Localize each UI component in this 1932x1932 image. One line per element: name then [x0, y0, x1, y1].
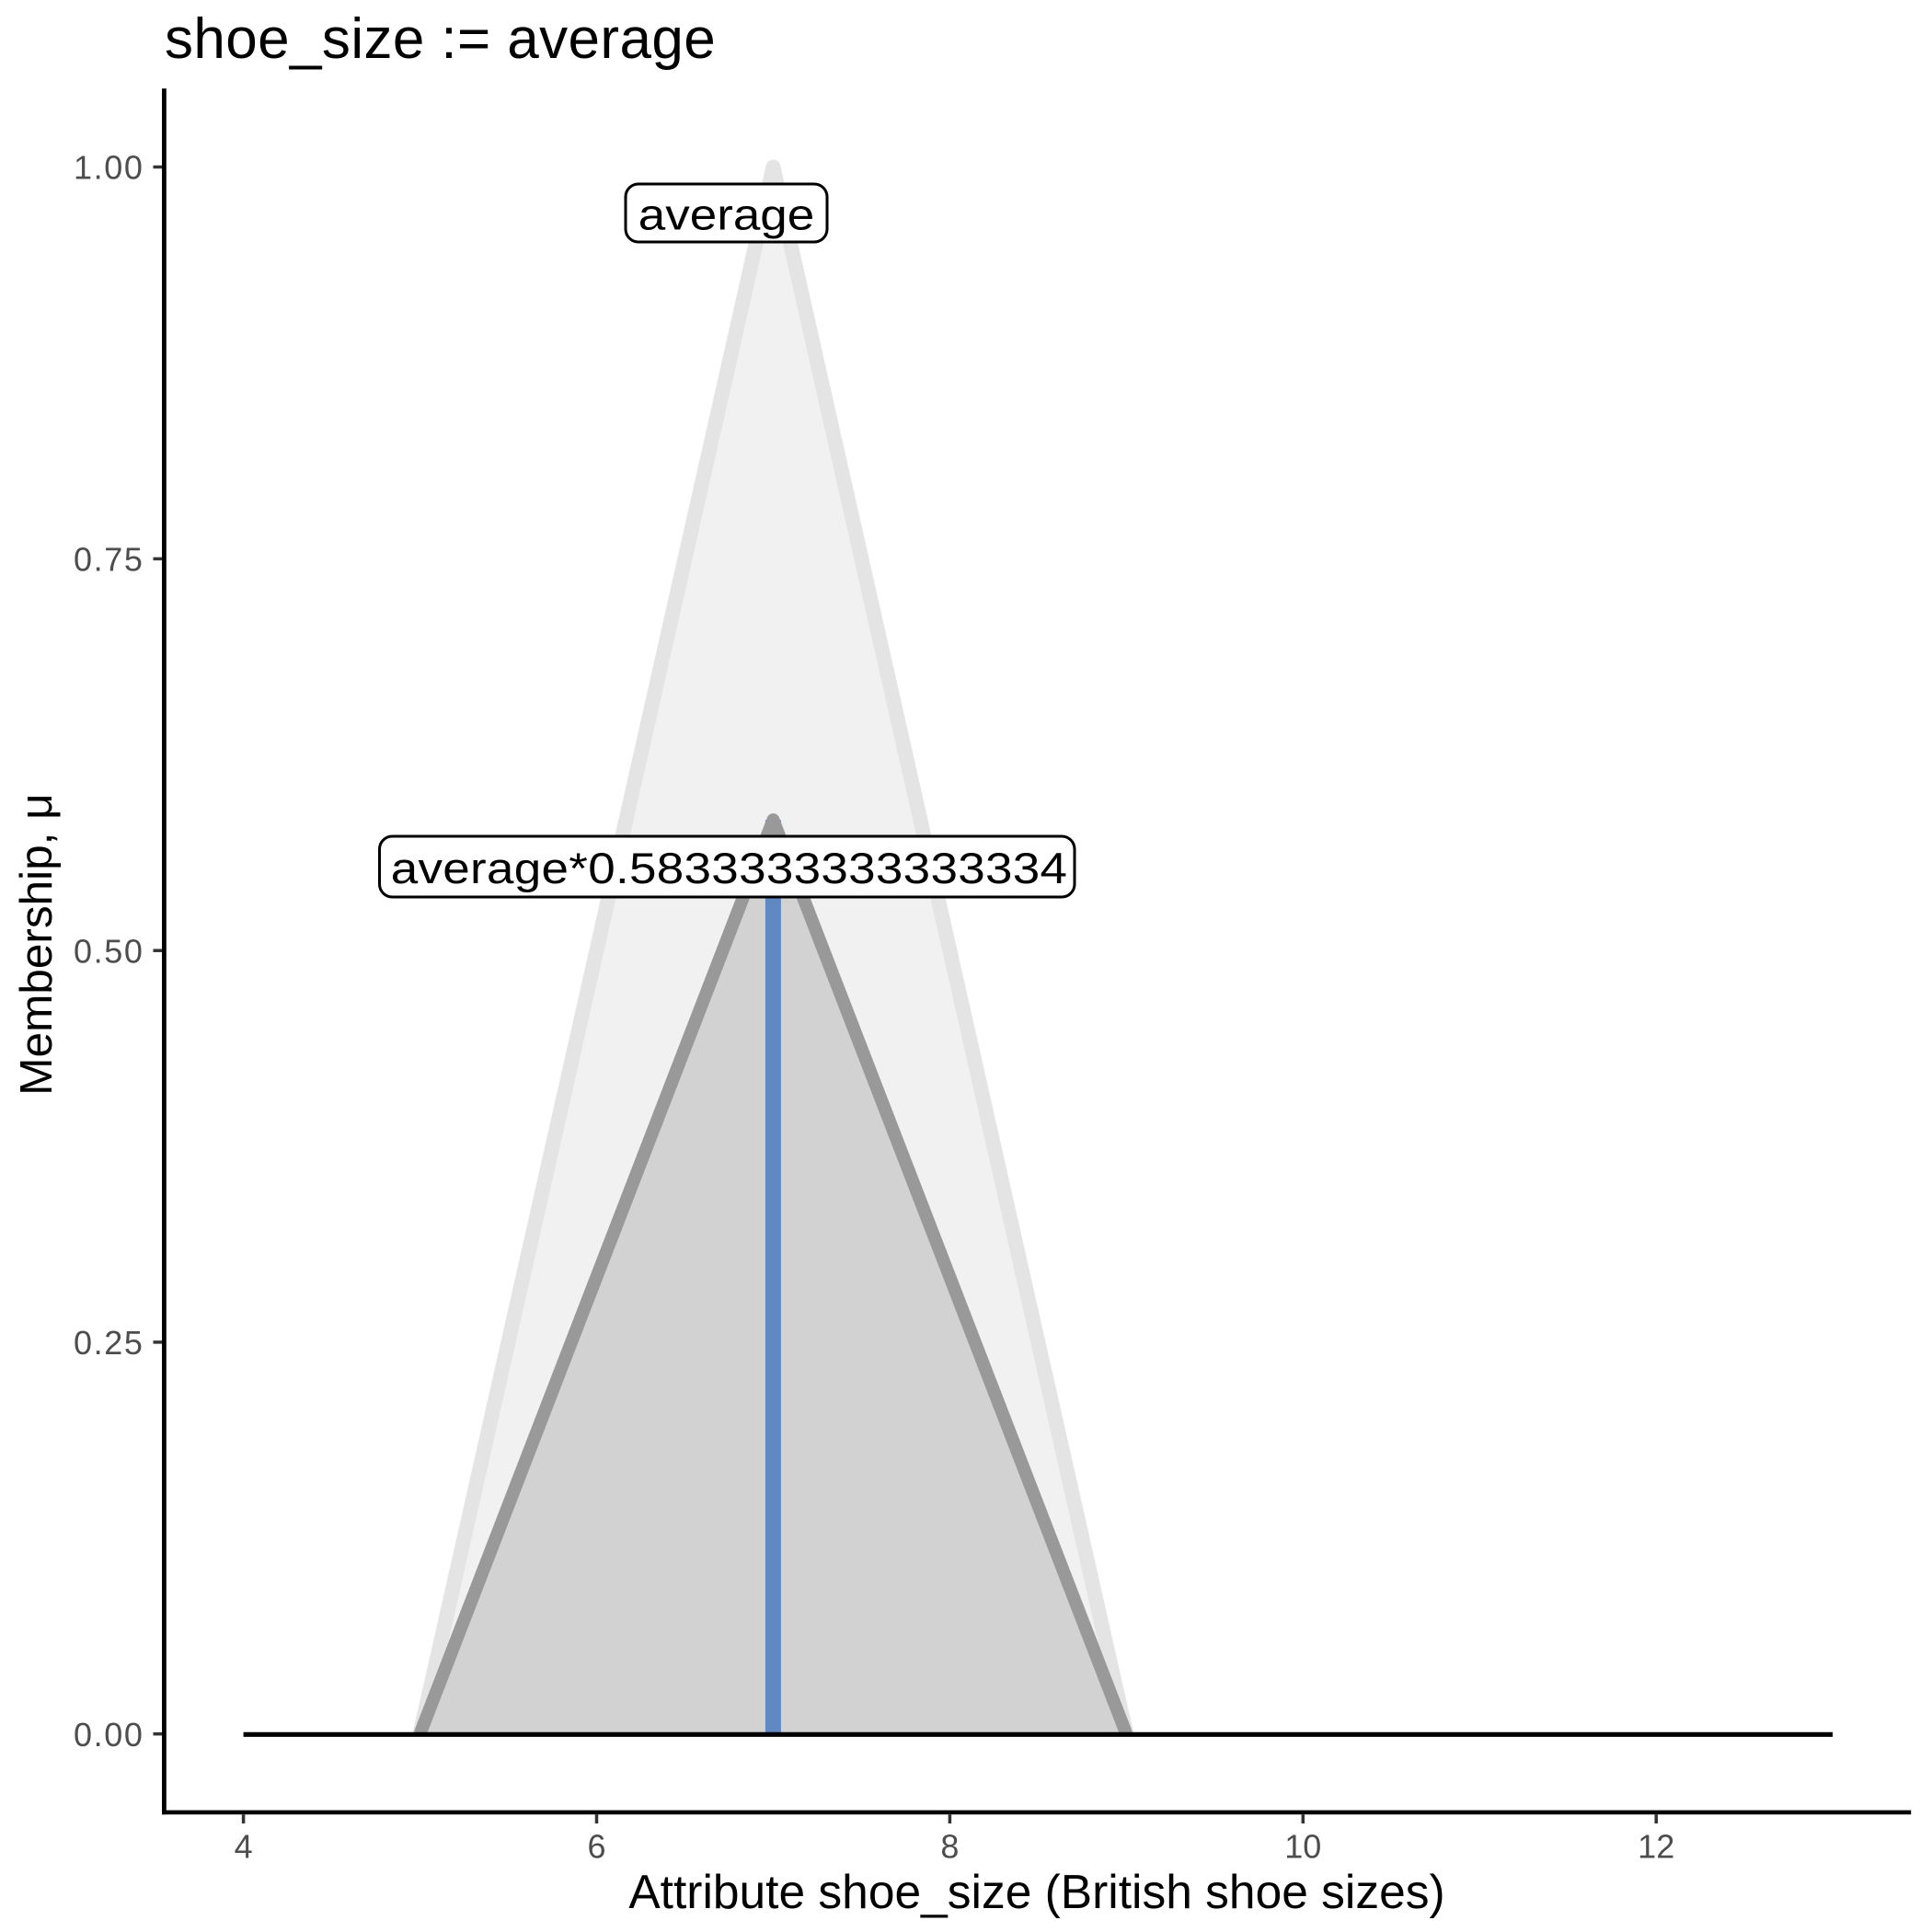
- svg-text:average: average: [638, 190, 814, 239]
- svg-text:average*0.5833333333333334: average*0.5833333333333334: [391, 843, 1068, 892]
- svg-text:10: 10: [1284, 1828, 1321, 1866]
- svg-text:6: 6: [587, 1828, 605, 1866]
- svg-text:0.25: 0.25: [74, 1324, 144, 1362]
- svg-text:shoe_size := average: shoe_size := average: [165, 7, 716, 71]
- svg-text:0.75: 0.75: [74, 541, 144, 579]
- svg-text:4: 4: [235, 1828, 253, 1866]
- svg-text:0.00: 0.00: [74, 1716, 144, 1754]
- svg-text:0.50: 0.50: [74, 932, 144, 970]
- svg-text:8: 8: [940, 1828, 959, 1866]
- svg-text:1.00: 1.00: [74, 149, 144, 187]
- svg-text:Membership, μ: Membership, μ: [11, 793, 62, 1095]
- svg-text:12: 12: [1638, 1828, 1674, 1866]
- svg-text:Attribute shoe_size (British s: Attribute shoe_size (British shoe sizes): [628, 1865, 1444, 1918]
